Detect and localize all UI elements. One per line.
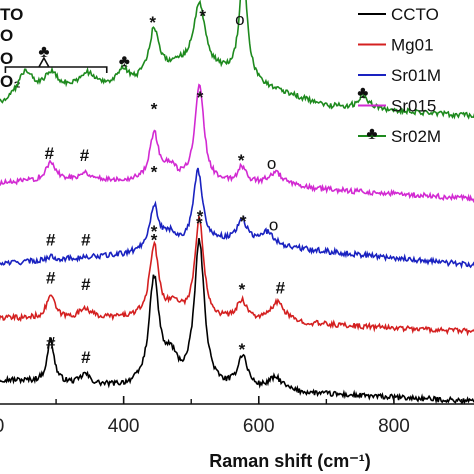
peak-marker-19: # [81, 275, 91, 294]
peak-marker-13: o [269, 216, 278, 235]
peak-marker-21: * [196, 214, 203, 233]
peak-marker-2: o [235, 10, 244, 29]
peak-marker-25: # [81, 348, 91, 367]
peak-markers: * * o♣♣# #*** o** o# # **# #*** ### * [45, 7, 369, 368]
peak-marker-15: # [81, 230, 91, 249]
peak-marker-8: * [197, 88, 204, 107]
x-axis-title: Raman shift (cm⁻¹) [209, 451, 371, 471]
peak-marker-12: * [240, 212, 247, 231]
x-axis: 200 400 600 800 [0, 396, 474, 437]
bracket-line [4, 56, 108, 73]
legend-label-sr02m: Sr02M [391, 127, 441, 146]
legend-label-sr015: Sr015 [391, 97, 436, 116]
legend-club-symbol: ♣ [366, 124, 377, 143]
x-tick-label-200: 200 [0, 416, 4, 437]
series-line-ccto [0, 237, 474, 405]
left-label-3: O [0, 49, 13, 68]
peak-marker-14: # [46, 230, 56, 249]
peak-marker-20: * [151, 230, 158, 249]
peak-marker-5: # [45, 144, 55, 163]
series-line-sr015 [0, 83, 474, 204]
peak-marker-16: * [151, 222, 158, 241]
legend-label-sr01m: Sr01M [391, 66, 441, 85]
peak-marker-17: * [197, 207, 204, 226]
clubs-bracket: ♣ [4, 42, 108, 73]
legend-label-ccto: CCTO [391, 5, 439, 24]
bracket-symbol: ♣ [38, 42, 49, 61]
peak-marker-7: * [151, 99, 158, 118]
peak-marker-11: * [151, 162, 158, 181]
x-tick-label-800: 800 [378, 416, 410, 437]
x-tick-label-400: 400 [108, 416, 140, 437]
peak-marker-0: * [149, 13, 156, 32]
left-label-2: O [0, 26, 13, 45]
legend-label-mg01: Mg01 [391, 36, 434, 55]
peak-marker-24: # [46, 333, 56, 352]
peak-marker-4: ♣ [357, 83, 368, 102]
series-line-mg01 [0, 216, 474, 337]
left-label-1: TO [0, 5, 23, 24]
peak-marker-18: # [46, 269, 56, 288]
peak-marker-9: * [238, 151, 245, 170]
legend: CCTO Mg01 Sr01M Sr015 Sr02M ♣ [358, 5, 441, 146]
peak-marker-1: * [199, 7, 206, 26]
peak-marker-10: o [267, 154, 276, 173]
x-tick-label-600: 600 [243, 416, 275, 437]
spectra-lines [0, 0, 474, 405]
series-line-sr01m [0, 167, 474, 270]
peak-marker-6: # [80, 146, 90, 165]
peak-marker-3: ♣ [119, 51, 130, 70]
peak-marker-26: * [239, 340, 246, 359]
peak-marker-23: # [276, 279, 286, 298]
peak-marker-22: * [239, 280, 246, 299]
series-line-sr02m [0, 0, 474, 120]
